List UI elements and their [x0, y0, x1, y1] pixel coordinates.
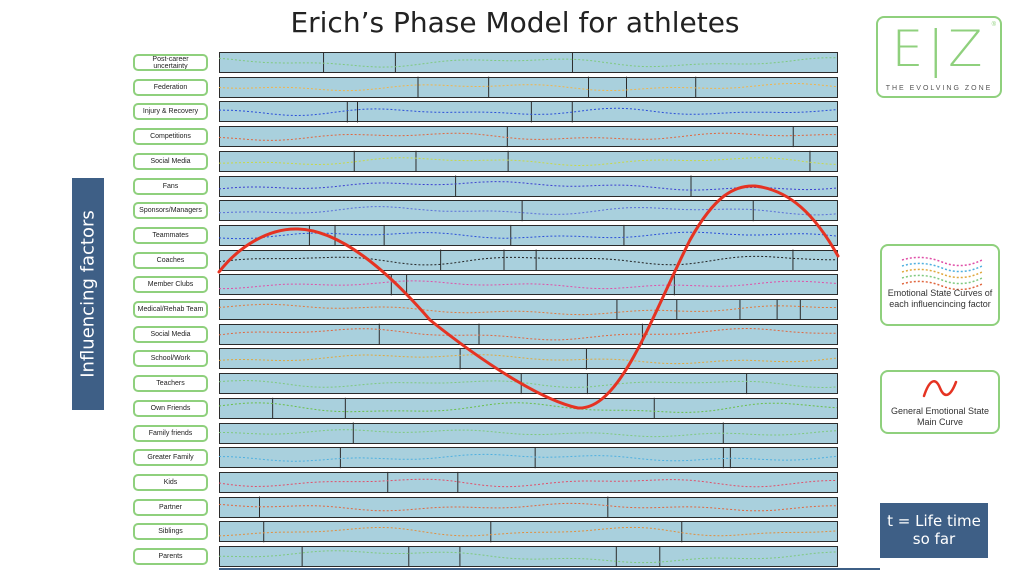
factor-curve: [219, 550, 838, 564]
factor-label: Sponsors/Managers: [133, 202, 208, 220]
legend-factor-text: Emotional State Curves of each influenci…: [887, 288, 993, 309]
legend-main-text: General Emotional State Main Curve: [890, 406, 990, 427]
factor-lane: [219, 299, 838, 320]
factor-lane: [219, 126, 838, 148]
factor-lane: [219, 52, 838, 73]
factor-label: Family friends: [133, 424, 208, 442]
legend-factor-curves: Emotional State Curves of each influenci…: [880, 244, 1000, 326]
factor-label: Social Media: [133, 152, 208, 170]
factor-curve: [218, 402, 838, 413]
factor-label: Federation: [133, 78, 208, 96]
factor-lane: [219, 274, 838, 296]
factor-curve: [218, 502, 837, 512]
main-emotional-curve: [217, 184, 840, 410]
time-note: t = Life time so far: [880, 503, 988, 558]
factor-lane: [219, 373, 838, 395]
factor-lane: [219, 471, 838, 493]
logo-tagline: THE EVOLVING ZONE: [885, 85, 993, 92]
factor-lane: [219, 521, 838, 543]
factor-lane: [219, 397, 838, 419]
influencing-factors-label: Influencing factors: [72, 178, 104, 410]
factor-lane: [219, 101, 838, 123]
factor-lane: [219, 150, 838, 172]
factor-curve: [219, 280, 838, 290]
factor-curve: [218, 181, 838, 191]
factor-curve: [218, 206, 838, 216]
factor-label: Social Media: [133, 325, 208, 343]
factor-label: Parents: [133, 548, 208, 565]
factor-lane: [219, 348, 838, 370]
factor-label: Siblings: [133, 523, 208, 541]
factor-lane: [219, 200, 838, 222]
main-curve-icon: [922, 380, 958, 398]
factor-label: School/Work: [133, 350, 208, 368]
factor-curve: [218, 132, 838, 141]
factor-curve: [218, 57, 838, 68]
factor-curve: [219, 429, 838, 438]
factor-lane: [219, 175, 838, 197]
factor-curve: [218, 83, 838, 92]
factor-curve: [219, 157, 838, 167]
factor-curve: [218, 255, 838, 266]
factor-curve: [218, 107, 838, 117]
factor-label: Member Clubs: [133, 276, 208, 294]
factor-label: Own Friends: [133, 399, 208, 417]
factor-lane: [219, 447, 838, 469]
factor-label: Kids: [133, 473, 208, 491]
factor-label: Medical/Rehab Team: [133, 301, 208, 318]
factor-curve: [218, 354, 838, 365]
evolving-zone-logo: E|Z ® THE EVOLVING ZONE: [876, 16, 1002, 98]
factor-label: Greater Family: [133, 449, 208, 467]
factor-label: Coaches: [133, 251, 208, 269]
factor-label: Fans: [133, 177, 208, 195]
factor-curve: [218, 478, 837, 488]
factor-label: Teachers: [133, 375, 208, 393]
factor-curve: [218, 379, 838, 389]
factor-label: Partner: [133, 498, 208, 516]
logo-registered-mark: ®: [991, 22, 996, 28]
factor-lane: [219, 323, 838, 345]
logo-letters: E|Z: [891, 20, 987, 78]
factor-curves-icon: [901, 256, 983, 290]
factor-label: Teammates: [133, 226, 208, 244]
factor-lane: [219, 496, 838, 518]
factor-curve: [218, 526, 838, 537]
factor-curve: [218, 327, 837, 341]
legend-main-curve: General Emotional State Main Curve: [880, 370, 1000, 434]
factor-label: Post-career uncertainty: [133, 54, 208, 71]
factor-curve: [218, 231, 838, 240]
factor-curve: [218, 303, 837, 316]
factor-lane: [219, 224, 838, 246]
factor-label: Injury & Recovery: [133, 103, 208, 121]
factor-curve: [218, 453, 838, 462]
page-title: Erich’s Phase Model for athletes: [290, 6, 740, 39]
factor-label: Competitions: [133, 128, 208, 146]
